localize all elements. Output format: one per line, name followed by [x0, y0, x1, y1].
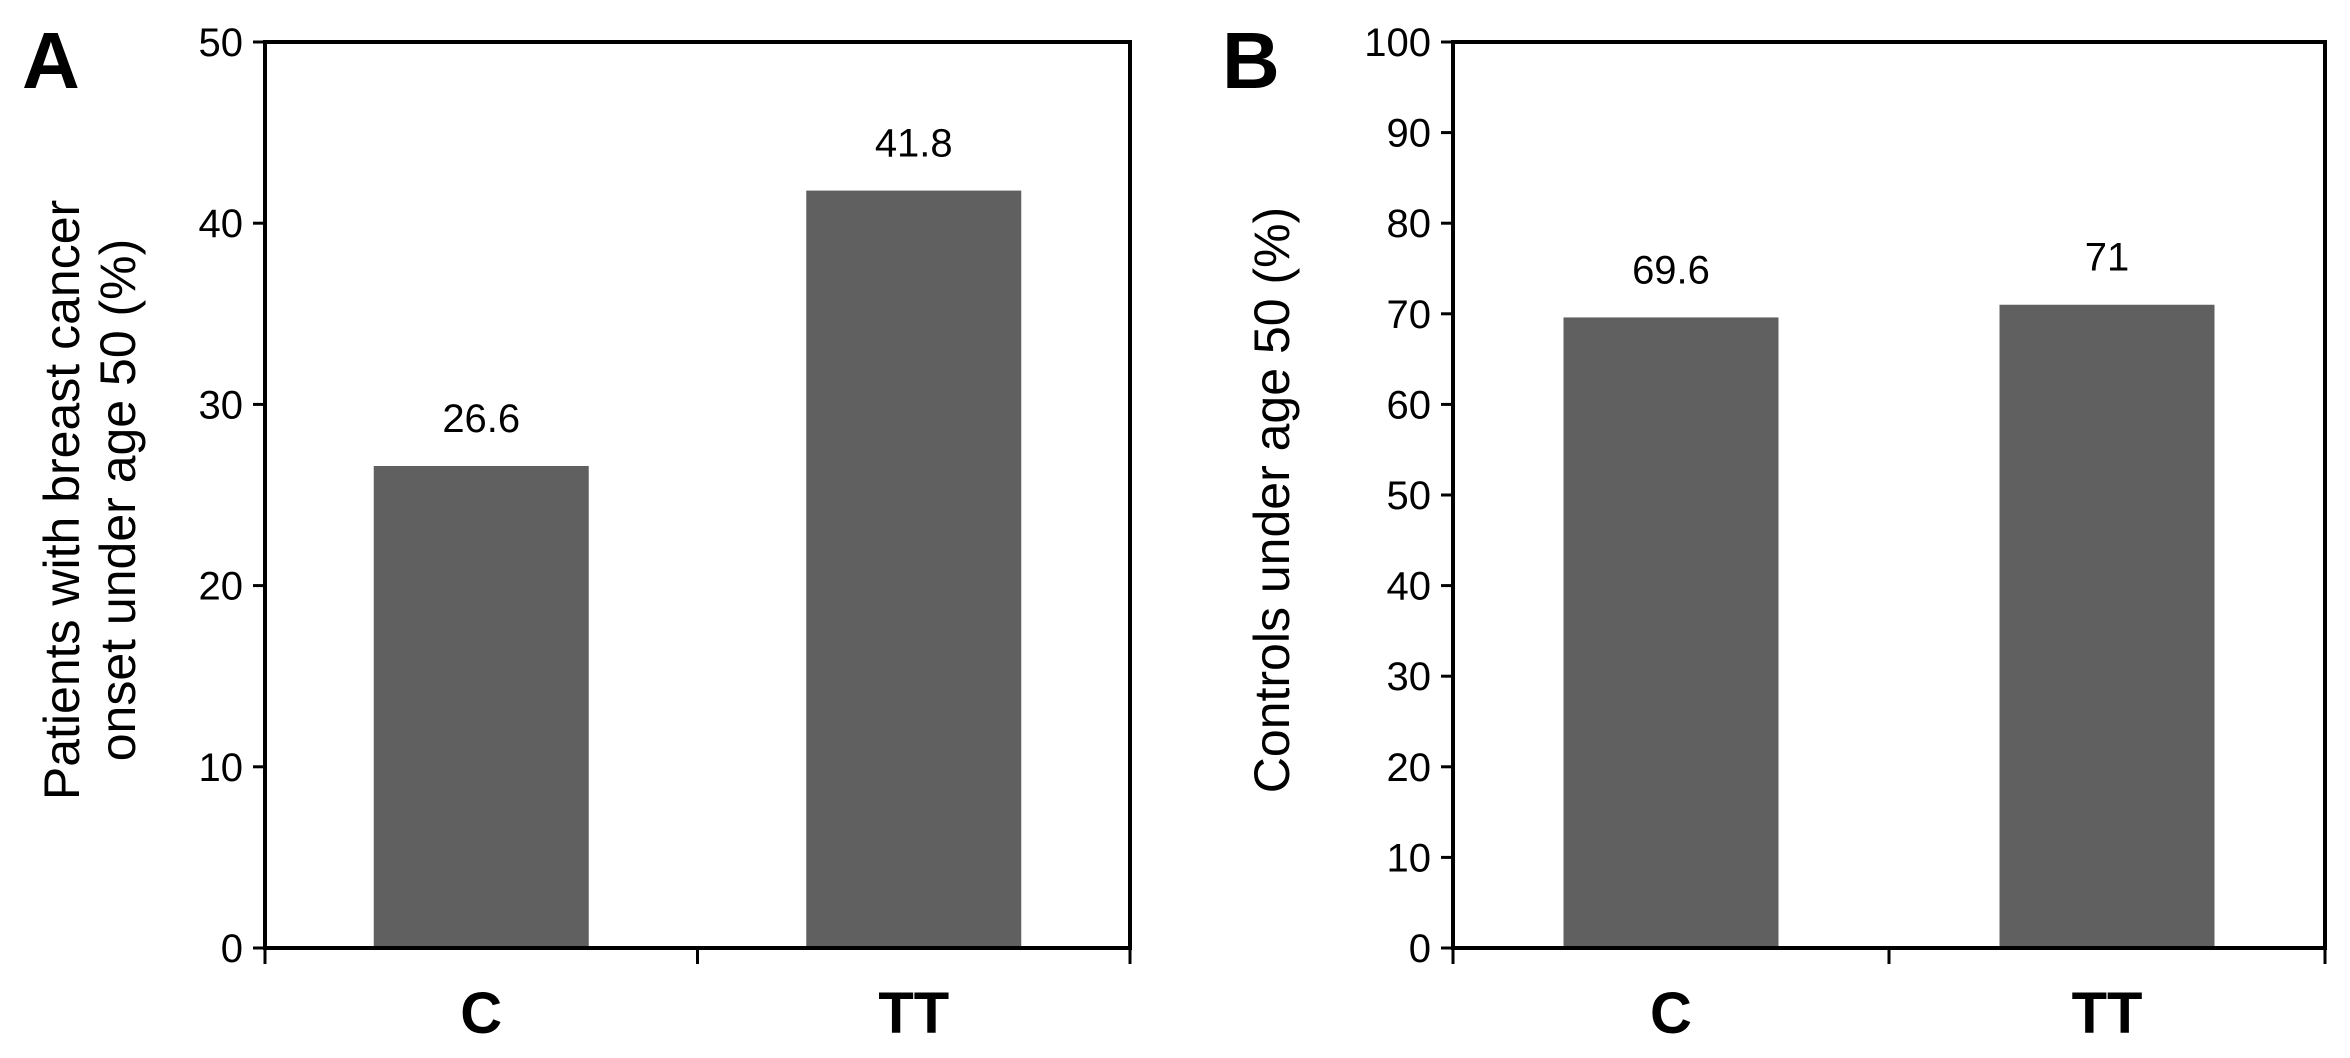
panel-b-y-tick-label: 50	[1387, 474, 1432, 518]
panel-b-data-label: 69.6	[1632, 248, 1710, 292]
panel-b-y-tick-label: 90	[1387, 112, 1432, 156]
panel-a-y-axis-title: onset under age 50 (%)	[90, 239, 146, 762]
panel-a-y-tick-label: 50	[199, 21, 244, 65]
panel-b-y-tick-label: 30	[1387, 655, 1432, 699]
panel-b-bar-c	[1563, 317, 1779, 948]
panel-b-bar-tt	[1999, 304, 2215, 948]
panel-a-data-label: 26.6	[442, 397, 520, 441]
panel-b-y-axis-title: Controls under age 50 (%)	[1244, 207, 1300, 793]
panel-a-y-axis-title: Patients with breast cancer	[34, 200, 90, 800]
panel-b-category-label: C	[1650, 981, 1692, 1046]
panel-b-y-tick-label: 20	[1387, 746, 1432, 790]
panel-b-y-tick-label: 60	[1387, 383, 1432, 427]
panel-a-y-tick-label: 30	[199, 383, 244, 427]
panel-a-y-tick-label: 10	[199, 746, 244, 790]
panel-b-y-tick-label: 70	[1387, 293, 1432, 337]
panel-a: 0 10 20 30 40 50 C TT 26.6 41.8 Patients with brea…	[22, 16, 1132, 1046]
panel-b-label: B	[1222, 16, 1280, 105]
panel-b-category-label: TT	[2072, 981, 2143, 1046]
panel-a-category-label: TT	[878, 981, 949, 1046]
panel-b-y-tick-label: 100	[1364, 21, 1431, 65]
panel-a-label: A	[22, 16, 80, 105]
panel-a-bar-tt	[806, 190, 1022, 949]
panel-a-category-label: C	[460, 981, 502, 1046]
panel-b-y-tick-label: 0	[1409, 927, 1431, 971]
panel-a-y-tick-label: 0	[221, 927, 243, 971]
panel-a-y-tick-label: 20	[199, 565, 244, 609]
panel-b: 0 10 20 30 40 50 60 70 80 90 100 C TT 69.6 71 Controls …	[1222, 16, 2327, 1046]
panel-a-y-tick-label: 40	[199, 202, 244, 246]
panel-b-y-tick-label: 10	[1387, 836, 1432, 880]
panel-a-data-label: 41.8	[875, 122, 953, 166]
panel-a-bar-c	[373, 466, 589, 948]
panel-b-y-tick-label: 80	[1387, 202, 1432, 246]
panel-b-y-tick-label: 40	[1387, 565, 1432, 609]
panel-b-data-label: 71	[2085, 236, 2130, 280]
